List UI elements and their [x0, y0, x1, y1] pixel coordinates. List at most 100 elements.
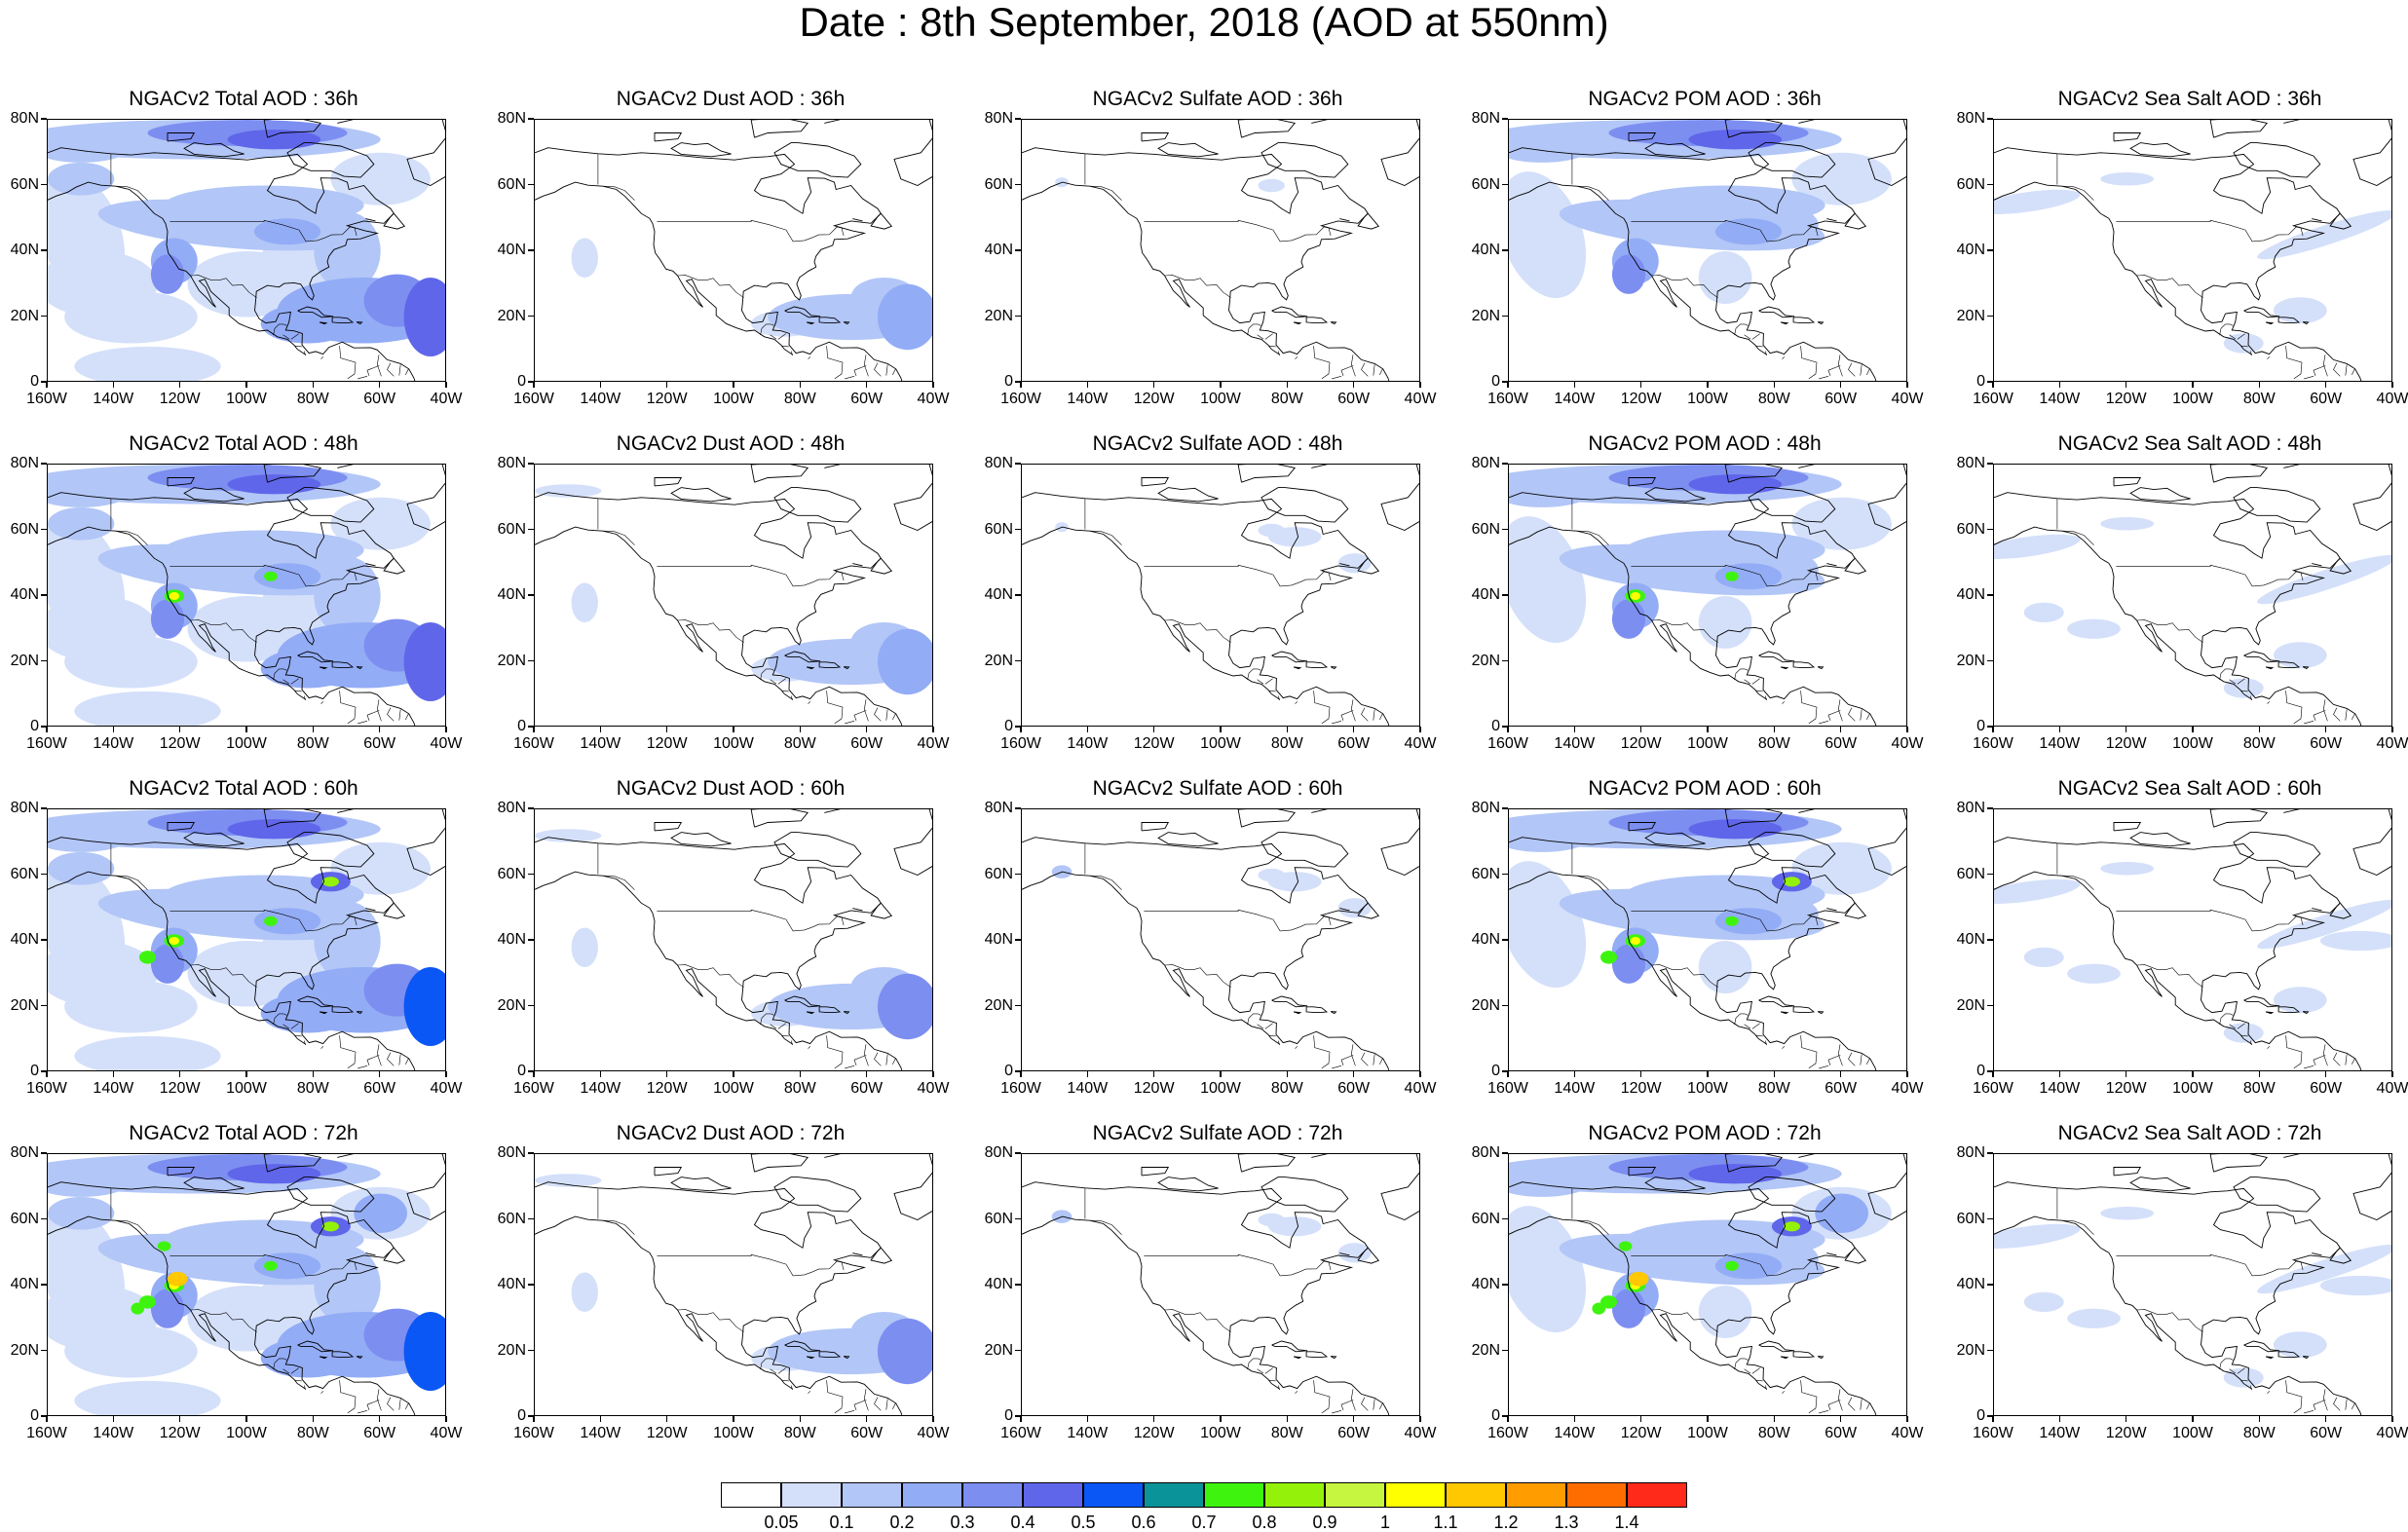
border-line	[1268, 345, 1276, 348]
lon-tick	[865, 1416, 868, 1422]
lon-tick	[2258, 727, 2261, 732]
lat-label: 40N	[1471, 931, 1500, 948]
border-line	[1340, 710, 1354, 721]
border-line	[760, 323, 774, 336]
lon-label: 80W	[1270, 391, 1303, 407]
aod-plume	[571, 1272, 598, 1312]
border-line	[657, 564, 845, 587]
coastline	[1844, 212, 1867, 230]
coastline	[2329, 212, 2352, 230]
colorbar-swatch	[1627, 1482, 1687, 1508]
coastline	[1509, 147, 1877, 381]
lon-tick	[733, 1071, 734, 1077]
lon-tick	[1086, 1071, 1089, 1077]
map-frame	[1021, 1153, 1420, 1416]
border-line	[2322, 1389, 2328, 1411]
coastline	[2265, 321, 2275, 325]
lon-label: 140W	[93, 1425, 134, 1441]
lon-label: 60W	[2310, 1080, 2343, 1097]
aod-plume	[138, 1295, 157, 1309]
aod-plume	[1611, 1289, 1646, 1328]
panel-title: NGACv2 Total AOD : 60h	[129, 777, 358, 800]
border-line	[115, 530, 148, 545]
lon-label: 80W	[2242, 391, 2276, 407]
lon-label: 140W	[2039, 391, 2081, 407]
aod-plume	[187, 1286, 308, 1352]
border-line	[398, 709, 401, 721]
aod-plume	[1599, 1295, 1618, 1309]
border-line	[1361, 1052, 1369, 1066]
lon-label: 100W	[2172, 735, 2213, 752]
map-panel-dust-60h: NGACv2 Dust AOD : 60h 80N 60N 40N 20N 0 160W 14…	[487, 777, 974, 1108]
border-line	[791, 1385, 793, 1391]
lat-tick	[1502, 1004, 1508, 1007]
border-line	[169, 1253, 357, 1277]
coastline	[2233, 1177, 2321, 1213]
aod-plume	[48, 851, 115, 885]
lon-tick	[245, 382, 247, 388]
aod-plume	[1783, 1221, 1800, 1232]
lon-label: 60W	[2310, 735, 2343, 752]
lat-label: 40N	[10, 1276, 39, 1292]
lon-label: 140W	[1067, 1080, 1109, 1097]
border-line	[2136, 275, 2203, 298]
lat-tick	[528, 1004, 534, 1007]
border-line	[1860, 709, 1862, 721]
border-line	[294, 345, 302, 348]
border-line	[845, 721, 855, 725]
border-line	[2313, 710, 2326, 721]
border-line	[1247, 668, 1261, 681]
colorbar-label: 1.1	[1433, 1513, 1458, 1532]
coastline	[784, 306, 821, 318]
border-line	[1651, 964, 1718, 988]
aod-map	[1509, 465, 1906, 726]
border-line	[1164, 619, 1231, 643]
lat-tick	[41, 315, 47, 318]
map-frame	[1993, 808, 2392, 1071]
coastline	[1780, 321, 1789, 325]
coastline	[2283, 120, 2391, 186]
border-line	[376, 1389, 382, 1411]
map-panel-pom-48h: NGACv2 POM AOD : 48h 80N 60N 40N 20N 0 160W 140…	[1461, 432, 1948, 764]
lon-label: 40W	[917, 391, 950, 407]
border-line	[2267, 1391, 2271, 1394]
border-line	[304, 1040, 306, 1046]
border-line	[2061, 530, 2094, 545]
aod-plume	[1698, 941, 1752, 993]
coastline	[1994, 837, 2362, 1070]
lat-tick	[528, 528, 534, 531]
lat-tick	[528, 381, 534, 383]
map-panel-seasalt-36h: NGACv2 Sea Salt AOD : 36h 80N 60N 40N 20N 0 16…	[1946, 88, 2408, 419]
lon-tick	[865, 382, 868, 388]
lon-tick	[1020, 1071, 1022, 1077]
border-line	[853, 1055, 867, 1065]
lon-tick	[599, 727, 602, 732]
lon-tick	[932, 1071, 934, 1077]
coastline	[535, 1215, 794, 1390]
coastline	[331, 317, 355, 324]
border-line	[1755, 1379, 1763, 1382]
lon-label: 160W	[1973, 391, 2013, 407]
lon-tick	[1839, 1416, 1842, 1422]
lat-label: 80N	[10, 800, 39, 816]
coastline	[48, 837, 416, 1070]
border-line	[1144, 909, 1332, 932]
coastline	[2277, 1006, 2301, 1014]
coastline	[1798, 809, 1906, 876]
lon-tick	[378, 1071, 381, 1077]
border-line	[791, 695, 793, 701]
border-line	[2333, 1397, 2341, 1411]
lon-tick	[378, 382, 381, 388]
lon-tick	[2125, 1071, 2127, 1077]
aod-plume	[1267, 1216, 1322, 1237]
border-line	[1264, 1023, 1273, 1029]
border-line	[1744, 334, 1751, 340]
coastline	[824, 809, 932, 876]
border-line	[853, 710, 867, 721]
coastline	[654, 1167, 683, 1177]
border-line	[2267, 356, 2271, 359]
colorbar-label: 0.1	[829, 1513, 854, 1532]
colorbar-label: 1.3	[1554, 1513, 1579, 1532]
border-line	[273, 323, 287, 336]
lon-tick	[1507, 1071, 1509, 1077]
